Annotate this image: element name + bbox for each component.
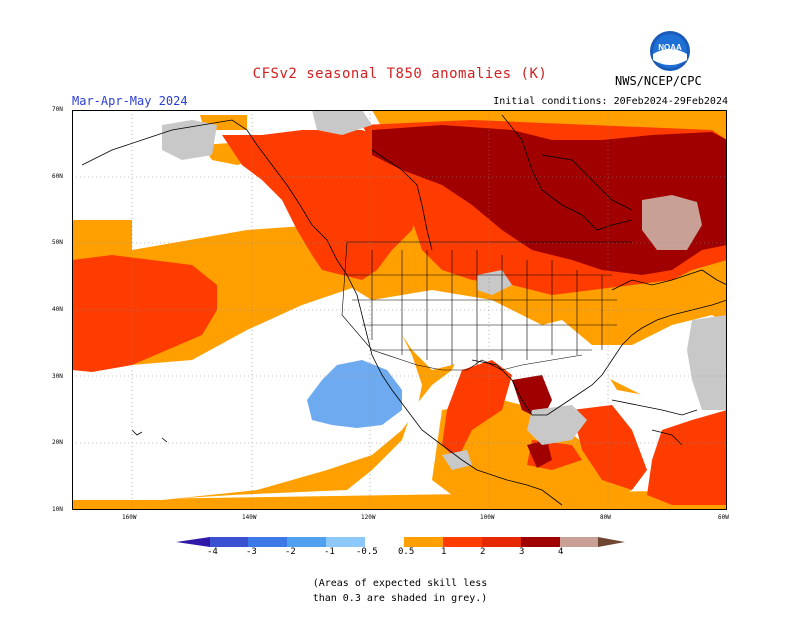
- forecast-period: Mar-Apr-May 2024: [72, 94, 188, 108]
- lat-label: 50N: [52, 239, 63, 246]
- noaa-logo: NOAA: [649, 30, 691, 76]
- initial-conditions: Initial conditions: 20Feb2024-29Feb2024: [493, 96, 728, 107]
- colorbar-label: 0.5: [398, 547, 415, 557]
- lat-label: 20N: [52, 439, 63, 446]
- skill-note: (Areas of expected skill less than 0.3 a…: [0, 576, 800, 606]
- svg-text:NOAA: NOAA: [658, 43, 682, 52]
- colorbar-arrow-low: [176, 537, 210, 547]
- lon-label: 140W: [242, 514, 257, 521]
- colorbar: [170, 534, 630, 570]
- colorbar-arrow-high: [598, 537, 625, 547]
- lat-label: 40N: [52, 306, 63, 313]
- political-borders: [341, 241, 632, 371]
- lat-label: 10N: [52, 506, 63, 513]
- colorbar-label: -4: [207, 547, 218, 557]
- map-frame: [72, 110, 727, 510]
- skill-note-line: (Areas of expected skill less: [312, 578, 488, 589]
- coastlines: [81, 114, 727, 506]
- colorbar-label: -1: [324, 547, 335, 557]
- lon-label: 100W: [480, 514, 495, 521]
- lat-label: 70N: [52, 106, 63, 113]
- lat-label: 30N: [52, 373, 63, 380]
- colorbar-label: -0.5: [356, 547, 378, 557]
- anomaly-map: [72, 110, 727, 514]
- colorbar-label: 1: [441, 547, 447, 557]
- lon-label: 60W: [718, 514, 729, 521]
- skill-note-line: than 0.3 are shaded in grey.): [312, 593, 488, 604]
- agency-label: NWS/NCEP/CPC: [615, 74, 702, 88]
- lon-label: 80W: [600, 514, 611, 521]
- colorbar-label: -2: [285, 547, 296, 557]
- graticule: [72, 110, 727, 510]
- anomaly-pink-region: [642, 195, 702, 250]
- colorbar-label: 2: [480, 547, 486, 557]
- map-title: CFSv2 seasonal T850 anomalies (K): [252, 66, 548, 82]
- anomaly-blue-region: [307, 360, 402, 428]
- lon-label: 120W: [361, 514, 376, 521]
- colorbar-label: 4: [558, 547, 564, 557]
- lon-label: 160W: [122, 514, 137, 521]
- colorbar-label: 3: [519, 547, 525, 557]
- lat-label: 60N: [52, 173, 63, 180]
- colorbar-label: -3: [246, 547, 257, 557]
